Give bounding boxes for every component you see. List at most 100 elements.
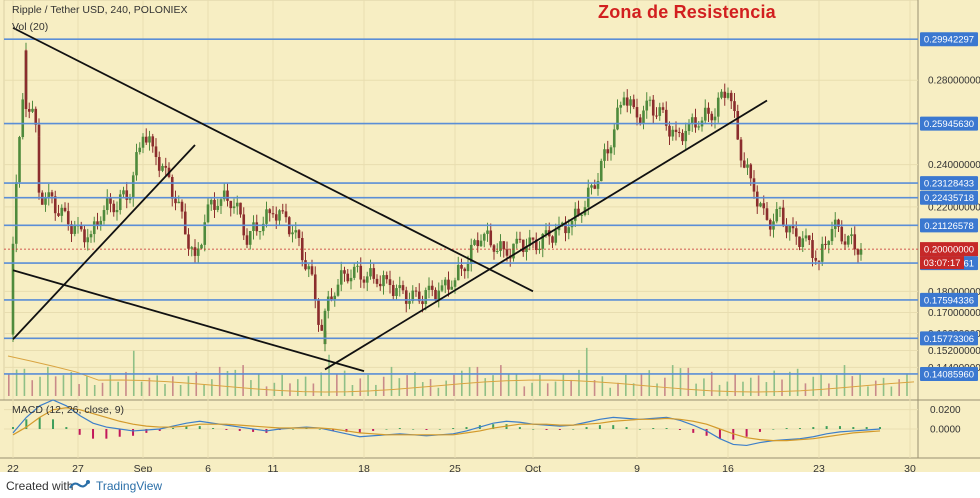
candle-body [632,99,636,108]
candle-body [261,223,265,232]
macd-histogram-bar [92,429,95,439]
candle-body [128,198,132,200]
candle-body [92,221,96,235]
volume-bar [23,368,26,396]
volume-bar [125,371,127,396]
candle-body [245,235,249,245]
candle-body [291,232,294,235]
candle-body [408,301,411,304]
candle-body [450,286,454,290]
candle-body [596,181,600,189]
candle-body [443,279,447,286]
trendline-falling-resistance [12,27,534,293]
candle-body [733,101,736,112]
volume-bar [296,379,299,396]
macd-histogram-bar [52,419,55,429]
candle-body [164,165,168,168]
candle-body [541,233,545,249]
candle-body [486,230,489,234]
volume-bar [820,373,822,396]
candle-body [648,99,652,101]
candle-body [469,244,473,264]
candle-body [268,209,272,214]
candle-body [512,243,515,259]
volume-bar [351,385,354,396]
volume-bar [617,382,619,396]
candle-body [297,230,301,239]
current-price-label: 0.20000000 [924,245,974,256]
candle-body [440,285,444,291]
volume-bar [734,373,736,396]
volume-bar [70,371,73,396]
candle-body [521,239,525,253]
volume-bar [554,381,557,396]
volume-bar [382,376,385,396]
candle-body [778,207,782,210]
candle-body [274,214,278,221]
volume-bar [515,373,518,396]
volume-bar [31,380,34,396]
candle-body [580,214,584,216]
candle-body [346,273,350,282]
volume-bar [804,383,807,396]
volume-bar [257,373,260,396]
candle-body [60,207,64,216]
x-tick-label: 27 [72,463,84,475]
candle-body [34,108,38,125]
candle-body [427,285,431,291]
candle-body [820,243,824,262]
candle-body [495,250,499,252]
macd-histogram-bar [158,429,161,431]
candle-body [544,230,548,234]
candle-body [473,240,476,245]
candle-body [687,123,691,131]
macd-histogram-bar [705,429,708,436]
candle-body [37,136,41,193]
tradingview-brand[interactable]: TradingView [96,479,163,493]
candle-body [258,231,262,233]
candle-body [47,192,51,198]
volume-bar [203,384,205,396]
volume-bar [359,378,362,396]
candle-body [31,108,34,112]
candle-body [690,117,694,124]
volume-bar [93,385,96,396]
candle-body [271,213,275,215]
candle-body [122,190,125,195]
volume-bar [718,384,721,396]
volume-bar [492,375,494,396]
candle-body [762,203,766,209]
volume-bar [757,375,760,396]
candle-body [430,285,434,290]
macd-histogram-bar [785,428,788,429]
volume-bar [304,376,307,396]
macd-histogram-bar [198,426,201,429]
volume-bar [601,376,604,396]
candle-body [476,240,480,247]
volume-bar [343,370,346,396]
macd-histogram-bar [332,429,335,431]
volume-bar [437,387,440,396]
level-label-box [920,32,978,47]
candle-body [830,228,834,242]
candle-body [131,175,135,199]
candle-body [300,238,304,261]
volume-bar [828,383,830,396]
candle-body [239,202,242,215]
volume-bar [781,379,783,396]
candle-body [365,276,369,283]
candle-body [843,241,847,245]
macd-tick-label: 0.0200 [930,405,961,416]
candle-body [388,279,392,286]
volume-bar [39,376,41,396]
candle-body [190,247,194,249]
candle-body [216,205,220,210]
candle-body [414,290,418,292]
volume-bar [890,386,893,396]
candle-body [528,237,532,246]
candle-body [135,152,138,176]
macd-histogram-bar [758,429,761,432]
candle-body [755,191,759,207]
volume-bar [398,378,401,396]
